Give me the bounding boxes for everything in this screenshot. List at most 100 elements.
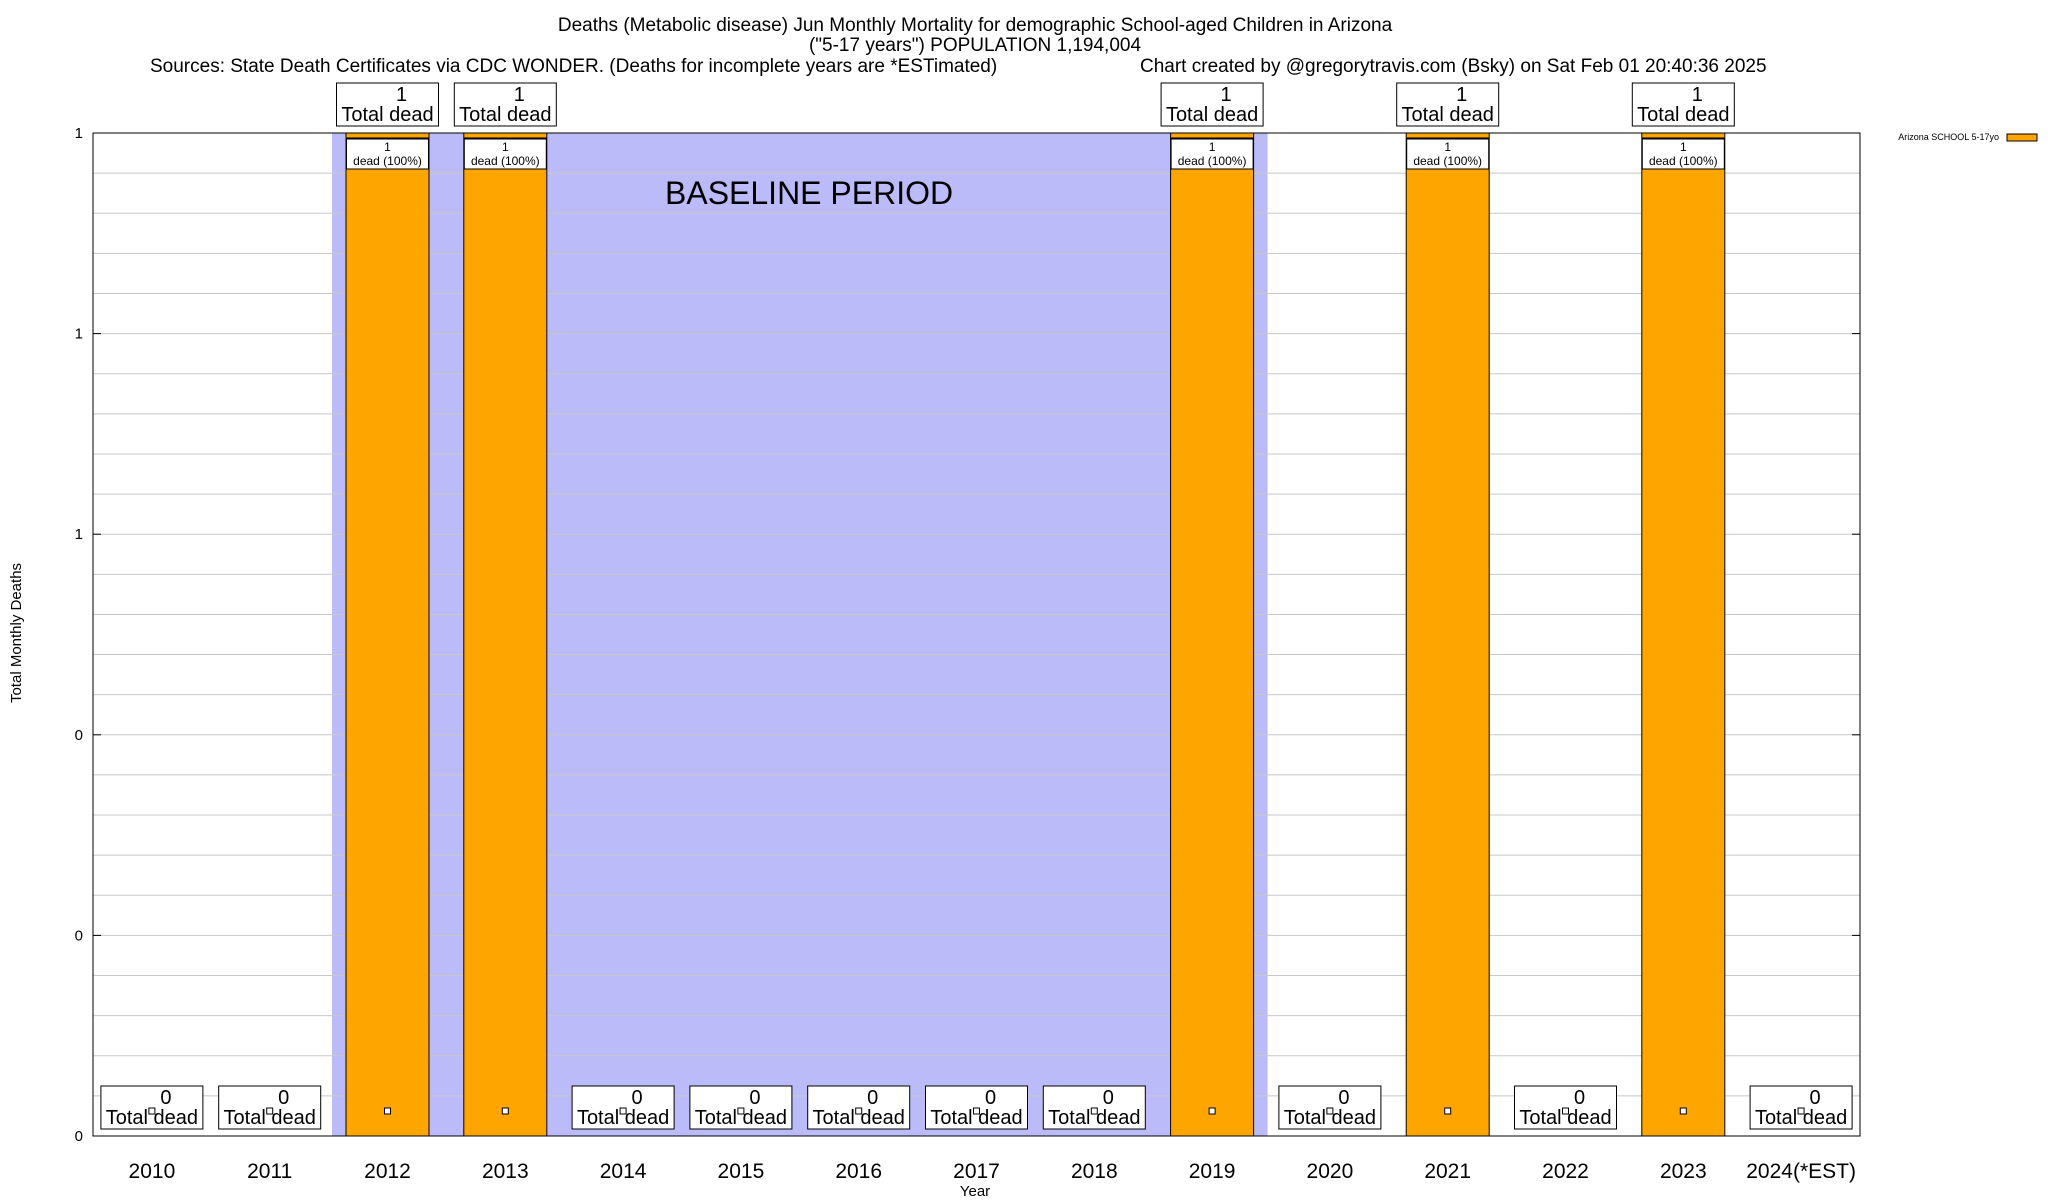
x-tick-label: 2013 bbox=[482, 1160, 529, 1183]
plot-frame bbox=[92, 132, 1861, 1137]
total-label-text: Total dead bbox=[930, 1107, 1022, 1129]
legend-label: Arizona SCHOOL 5-17yo bbox=[1898, 132, 1999, 142]
x-tick-label: 2015 bbox=[718, 1160, 765, 1183]
x-tick-label: 2014 bbox=[600, 1160, 647, 1183]
total-label-value: 0 bbox=[985, 1087, 996, 1109]
total-label-value: 0 bbox=[1810, 1087, 1821, 1109]
x-tick-marker bbox=[501, 1107, 509, 1115]
x-tick-marker bbox=[619, 1107, 627, 1115]
total-label-box bbox=[453, 82, 557, 127]
bar bbox=[1170, 132, 1255, 1137]
x-tick-label: 2016 bbox=[835, 1160, 882, 1183]
total-label-value: 0 bbox=[749, 1087, 760, 1109]
total-label-text: Total dead bbox=[813, 1107, 905, 1129]
total-label-value: 1 bbox=[396, 84, 407, 106]
total-label-text: Total dead bbox=[1166, 104, 1258, 126]
x-tick-label: 2024(*EST) bbox=[1746, 1160, 1856, 1183]
x-tick-label: 2019 bbox=[1189, 1160, 1236, 1183]
inner-label-text: dead (100%) bbox=[1649, 154, 1718, 168]
x-tick-marker bbox=[1679, 1107, 1687, 1115]
total-label-text: Total dead bbox=[1637, 104, 1729, 126]
x-tick-label: 2012 bbox=[364, 1160, 411, 1183]
inner-label-count: 1 bbox=[502, 140, 509, 154]
legend: Arizona SCHOOL 5-17yo bbox=[1898, 132, 2038, 142]
x-tick-marker bbox=[1090, 1107, 1098, 1115]
x-tick-label: 2017 bbox=[953, 1160, 1000, 1183]
inner-label-count: 1 bbox=[1444, 140, 1451, 154]
chart-credit: Chart created by @gregorytravis.com (Bsk… bbox=[1140, 56, 1767, 77]
y-tick-label: 1 bbox=[75, 326, 83, 343]
total-label-text: Total dead bbox=[1402, 104, 1494, 126]
inner-label-box bbox=[463, 138, 547, 170]
inner-label-text: dead (100%) bbox=[1178, 154, 1247, 168]
x-tick-label: 2021 bbox=[1424, 1160, 1471, 1183]
bar bbox=[345, 132, 430, 1137]
total-label-box bbox=[336, 82, 439, 127]
baseline-period-label: BASELINE PERIOD bbox=[665, 175, 953, 211]
x-tick-marker bbox=[973, 1107, 980, 1115]
y-tick-label: 1 bbox=[75, 526, 83, 543]
total-label-text: Total dead bbox=[1048, 1107, 1140, 1129]
x-tick-marker bbox=[1326, 1107, 1334, 1115]
total-label-text: Total dead bbox=[1519, 1107, 1611, 1129]
axes: 0 0 0 1 1 1 2010 2011 2012 2013 2014 2015 2016 2017 20… bbox=[75, 125, 1861, 1183]
inner-label-text: dead (100%) bbox=[1413, 154, 1482, 168]
x-tick-marker bbox=[384, 1107, 391, 1115]
y-tick-label: 0 bbox=[75, 927, 83, 944]
y-tick-label: 0 bbox=[75, 727, 83, 744]
total-label-text: Total dead bbox=[1284, 1107, 1376, 1129]
x-tick-marker bbox=[148, 1107, 156, 1115]
chart-titles: Deaths (Metabolic disease) Jun Monthly M… bbox=[150, 15, 1767, 77]
x-tick-label: 2020 bbox=[1307, 1160, 1354, 1183]
chart-sources: Sources: State Death Certificates via CD… bbox=[150, 56, 997, 77]
total-label-value: 1 bbox=[1456, 84, 1467, 106]
x-tick-label: 2023 bbox=[1660, 1160, 1707, 1183]
x-tick-label: 2010 bbox=[129, 1160, 176, 1183]
x-tick-label: 2022 bbox=[1542, 1160, 1589, 1183]
bars bbox=[345, 132, 1726, 1137]
inner-label-box bbox=[1406, 138, 1490, 170]
bar bbox=[1405, 132, 1490, 1137]
total-label-value: 0 bbox=[632, 1087, 643, 1109]
inner-label-box bbox=[346, 138, 429, 170]
x-tick-marker bbox=[1444, 1107, 1452, 1115]
inner-label-count: 1 bbox=[1680, 140, 1687, 154]
total-label-text: Total dead bbox=[577, 1107, 669, 1129]
total-label-box bbox=[1160, 82, 1264, 127]
x-tick-marker bbox=[1797, 1107, 1805, 1115]
inner-label-text: dead (100%) bbox=[471, 154, 540, 168]
legend-swatch bbox=[2006, 133, 2038, 142]
y-tick-label: 1 bbox=[75, 125, 83, 142]
inner-label-count: 1 bbox=[384, 140, 391, 154]
total-label-text: Total dead bbox=[224, 1107, 316, 1129]
x-tick-marker bbox=[855, 1107, 863, 1115]
y-tick-label: 0 bbox=[75, 1128, 83, 1145]
x-axis-title: Year bbox=[960, 1183, 990, 1200]
chart-title-line-2: ("5-17 years") POPULATION 1,194,004 bbox=[809, 35, 1141, 56]
total-label-value: 0 bbox=[867, 1087, 878, 1109]
total-label-value: 1 bbox=[1221, 84, 1232, 106]
x-tick-marker bbox=[737, 1107, 745, 1115]
total-label-text: Total dead bbox=[341, 104, 433, 126]
x-tick-marker bbox=[1562, 1107, 1569, 1115]
bar bbox=[1641, 132, 1726, 1137]
y-axis-title: Total Monthly Deaths bbox=[8, 563, 25, 703]
total-label-box bbox=[1631, 82, 1735, 127]
inner-label-count: 1 bbox=[1209, 140, 1216, 154]
total-label-text: Total dead bbox=[1755, 1107, 1847, 1129]
x-tick-marker bbox=[266, 1107, 274, 1115]
x-tick-label: 2018 bbox=[1071, 1160, 1118, 1183]
